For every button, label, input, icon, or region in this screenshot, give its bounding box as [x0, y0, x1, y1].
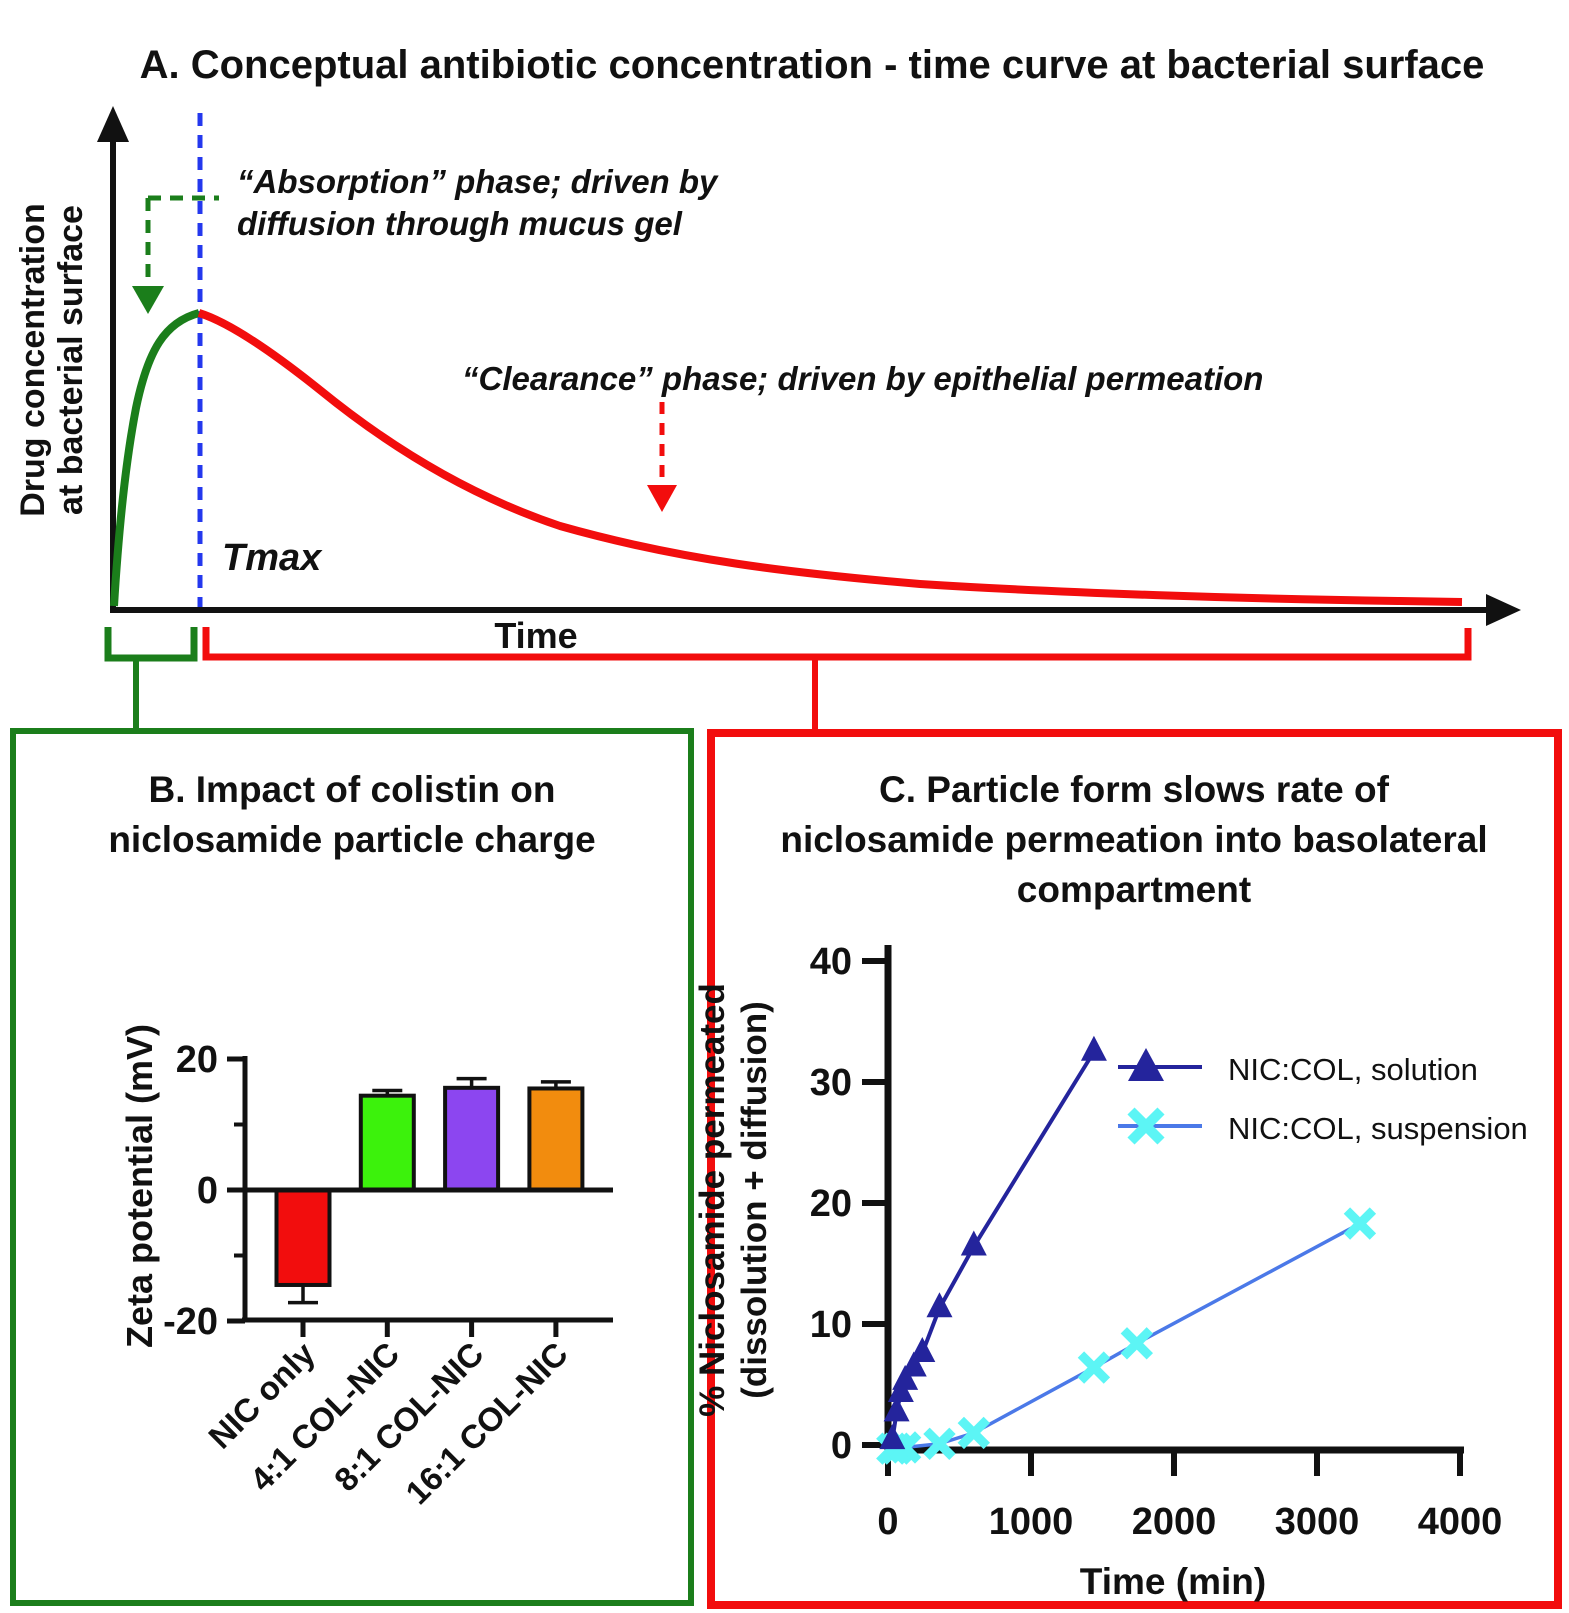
panel-a-y-axis-label-line2: at bacterial surface	[52, 205, 90, 515]
solution-line	[890, 1050, 1096, 1441]
solution-triangle-marker	[960, 1230, 987, 1256]
y-tick-label: -20	[163, 1301, 218, 1343]
absorption-annotation-line2: diffusion through mucus gel	[237, 205, 683, 242]
y-tick-label: 20	[810, 1183, 852, 1225]
solution-triangle-marker	[879, 1424, 906, 1450]
panel-a-y-axis-label-line1: Drug concentration	[14, 203, 52, 517]
tmax-label: Tmax	[222, 537, 323, 579]
legend-suspension-x-icon	[1127, 1107, 1165, 1145]
panel-a-x-axis-arrowhead-icon	[1486, 594, 1521, 626]
legend-suspension-label: NIC:COL, suspension	[1228, 1111, 1528, 1146]
y-tick-label: 0	[831, 1425, 852, 1467]
bar-8-1-col-nic	[443, 1085, 501, 1192]
panel-a-title: A. Conceptual antibiotic concentration -…	[140, 43, 1485, 87]
panel-a: A. Conceptual antibiotic concentration -…	[14, 43, 1521, 735]
bar-nic-only	[274, 1188, 332, 1287]
clearance-bracket	[202, 627, 1472, 661]
solution-triangle-marker	[883, 1396, 910, 1422]
clearance-curve	[197, 309, 1463, 606]
y-tick-label: 30	[810, 1062, 852, 1104]
bar-4-1-col-nic	[358, 1093, 416, 1193]
suspension-x-marker	[1120, 1327, 1154, 1360]
x-tick-label: 4000	[1418, 1501, 1503, 1543]
panel-c-plot-area: 0 1000 2000 3000 4000 0 10 20 30 40	[810, 941, 1503, 1543]
panel-a-x-axis-label: Time	[494, 615, 577, 656]
solution-triangle-marker	[926, 1292, 953, 1318]
panel-b-border-box	[10, 728, 694, 1606]
x-tick-label: 3000	[1275, 1501, 1360, 1543]
panel-c-legend: NIC:COL, solution NIC:COL, suspension	[1118, 1048, 1528, 1146]
absorption-bracket	[104, 627, 198, 662]
legend-solution-triangle-icon	[1128, 1048, 1164, 1081]
legend-solution-label: NIC:COL, solution	[1228, 1052, 1478, 1087]
x-tick-label: 1000	[989, 1501, 1074, 1543]
solution-triangle-marker	[1080, 1035, 1107, 1061]
clearance-annotation: “Clearance” phase; driven by epithelial …	[462, 360, 1263, 397]
y-tick-label: 20	[176, 1039, 218, 1081]
absorption-curve	[110, 309, 201, 607]
panel-c-y-axis-label-line1: % Niclosamide permeated	[693, 983, 732, 1417]
panel-c-y-axis-label-line2: (dissolution + diffusion)	[735, 1001, 774, 1399]
x-tick-label: 0	[877, 1501, 898, 1543]
panel-a-y-axis-arrowhead-icon	[97, 106, 129, 142]
solution-triangle-marker	[900, 1351, 927, 1377]
y-tick-label: 10	[810, 1304, 852, 1346]
suspension-x-marker	[1343, 1207, 1377, 1240]
panel-b-title-line1: B. Impact of colistin on	[148, 769, 555, 810]
suspension-x-marker	[1077, 1351, 1111, 1384]
panel-b-title-line2: niclosamide particle charge	[108, 819, 595, 860]
panel-c-border-box	[707, 729, 1562, 1609]
clearance-arrowhead-icon	[647, 485, 677, 512]
y-tick-label: 0	[197, 1170, 218, 1212]
panel-b-y-axis-label: Zeta potential (mV)	[119, 1024, 160, 1348]
solution-triangle-marker	[892, 1364, 919, 1390]
solution-triangle-marker	[909, 1337, 936, 1363]
suspension-x-marker	[957, 1416, 990, 1450]
panel-c-x-axis-label: Time (min)	[1080, 1561, 1266, 1602]
panel-c-title-line2: niclosamide permeation into basolateral	[780, 819, 1487, 860]
absorption-arrowhead-icon	[132, 286, 164, 314]
x-tick-label: 2000	[1132, 1501, 1217, 1543]
panel-b: B. Impact of colistin on niclosamide par…	[10, 728, 694, 1606]
panel-c-title-line3: compartment	[1017, 869, 1251, 910]
suspension-x-marker	[923, 1427, 956, 1460]
bar-16-1-col-nic	[527, 1086, 585, 1192]
panel-c-title-line1: C. Particle form slows rate of	[879, 769, 1390, 810]
y-tick-label: 40	[810, 941, 852, 983]
absorption-annotation-line1: “Absorption” phase; driven by	[237, 163, 719, 200]
panel-c: C. Particle form slows rate of niclosami…	[693, 729, 1562, 1609]
